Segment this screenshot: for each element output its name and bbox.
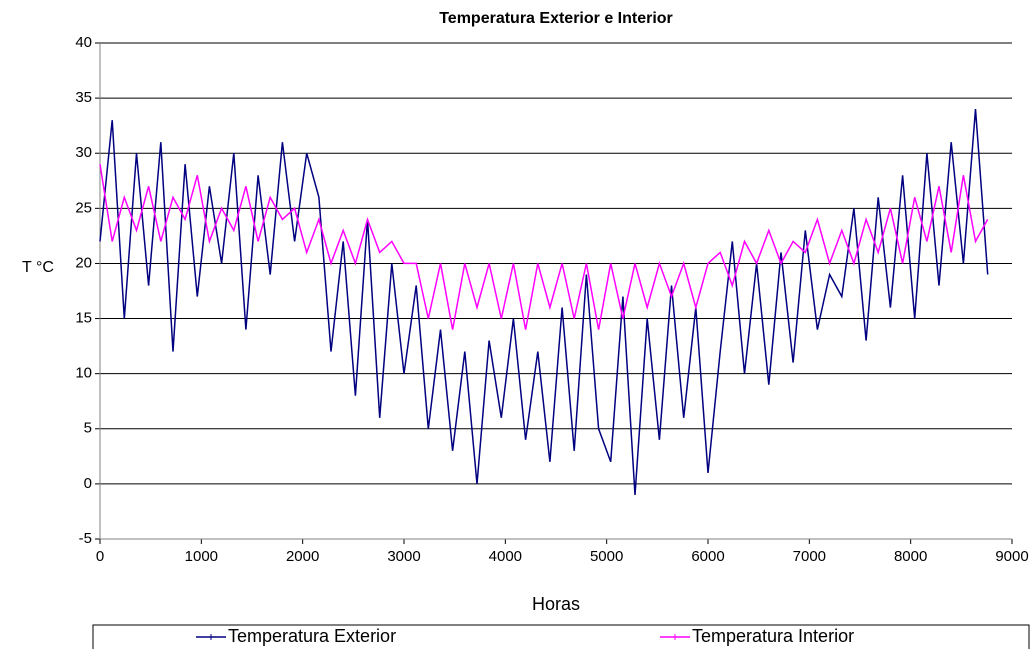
x-tick-label: 1000 [185,548,218,565]
y-tick-label: 25 [75,199,92,216]
x-tick-label: 6000 [691,548,724,565]
x-tick-label: 0 [96,548,104,565]
x-tick-label: 3000 [387,548,420,565]
legend-label: Temperatura Interior [692,626,854,646]
y-tick-label: 10 [75,365,92,382]
chart-title: Temperatura Exterior e Interior [439,10,673,27]
x-tick-label: 7000 [793,548,826,565]
x-tick-label: 5000 [590,548,623,565]
x-tick-label: 2000 [286,548,319,565]
legend-label: Temperatura Exterior [228,626,396,646]
y-tick-label: -5 [79,530,92,547]
x-axis-label: Horas [532,594,580,614]
x-tick-label: 4000 [489,548,522,565]
legend-marker [208,634,214,640]
x-tick-label: 9000 [995,548,1028,565]
y-axis-label: T °C [22,259,54,276]
y-tick-label: 30 [75,144,92,161]
x-tick-label: 8000 [894,548,927,565]
y-tick-label: 15 [75,310,92,327]
y-tick-label: 35 [75,89,92,106]
y-tick-label: 40 [75,34,92,51]
legend-marker [672,634,678,640]
y-tick-label: 0 [84,475,92,492]
series-line [99,164,989,330]
y-tick-label: 5 [84,420,92,437]
series-line [99,109,989,495]
y-tick-label: 20 [75,254,92,271]
